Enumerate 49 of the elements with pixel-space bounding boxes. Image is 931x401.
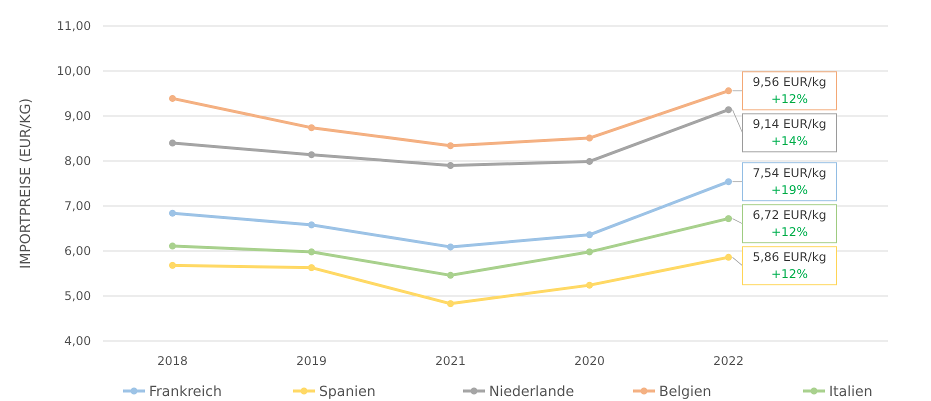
- y-tick-label: 4,00: [64, 334, 91, 348]
- data-label: 9,56 EUR/kg +12%: [752, 75, 826, 106]
- data-label: 5,86 EUR/kg +12%: [752, 250, 826, 281]
- x-tick-label: 2019: [296, 354, 327, 368]
- point: [447, 162, 454, 169]
- point: [169, 262, 176, 269]
- point: [308, 248, 315, 256]
- y-tick-label: 11,00: [56, 19, 91, 34]
- point: [447, 243, 454, 250]
- point: [308, 264, 315, 272]
- point: [725, 87, 732, 94]
- x-tick-label: 2022: [713, 354, 744, 368]
- point: [586, 231, 593, 238]
- y-tick-label: 8,00: [64, 154, 91, 168]
- point: [308, 221, 315, 228]
- legend-label: Italien: [829, 384, 872, 400]
- point: [447, 272, 454, 279]
- x-tick-label: 2021: [435, 354, 466, 368]
- point: [169, 94, 176, 102]
- data-label: 9,14 EUR/kg +14%: [752, 117, 826, 148]
- x-tick-label: 2018: [157, 354, 188, 368]
- y-tick-label: 5,00: [64, 289, 91, 304]
- point: [725, 106, 732, 114]
- data-label: 7,54 EUR/kg +19%: [752, 166, 826, 197]
- point: [447, 300, 454, 308]
- point: [169, 242, 176, 250]
- point: [586, 134, 593, 142]
- legend-label: Spanien: [319, 384, 376, 400]
- data-label: 6,72 EUR/kg +12%: [752, 208, 826, 239]
- point: [586, 248, 593, 256]
- point: [725, 215, 732, 222]
- point: [169, 140, 176, 146]
- legend-label: Belgien: [659, 384, 712, 400]
- point: [308, 151, 315, 158]
- point: [308, 124, 315, 132]
- point: [725, 178, 732, 186]
- point: [586, 158, 593, 165]
- legend-label: Niederlande: [489, 384, 574, 400]
- y-tick-label: 9,00: [64, 109, 91, 124]
- y-tick-label: 6,00: [64, 244, 91, 258]
- y-tick-label: 10,00: [56, 64, 91, 78]
- y-tick-label: 7,00: [64, 199, 91, 214]
- y-axis-title: IMPORTPREISE (EUR/KG): [18, 98, 34, 269]
- point: [586, 282, 593, 289]
- point: [169, 210, 176, 217]
- legend-label: Frankreich: [149, 384, 222, 400]
- x-tick-label: 2020: [574, 354, 605, 368]
- point: [725, 254, 732, 261]
- point: [447, 142, 454, 150]
